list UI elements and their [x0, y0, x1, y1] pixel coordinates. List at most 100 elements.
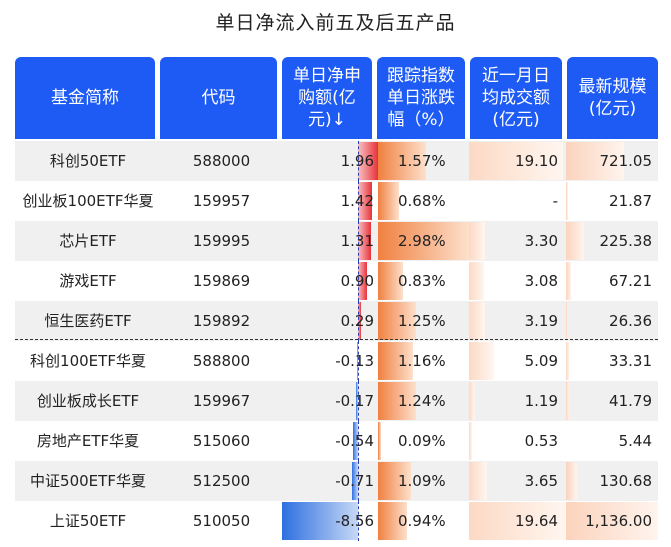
fund-code-cell: 159869: [192, 272, 251, 290]
index-change-cell: 0.68%: [398, 192, 446, 210]
avg-turnover-bar: [469, 142, 564, 180]
table-row: 上证50ETF 510050 -8.56 0.94% 19.64 1,136.00: [15, 501, 658, 541]
fund-code-cell: 515060: [192, 432, 251, 450]
index-change-cell: 0.83%: [398, 272, 446, 290]
latest-size-bar: [566, 462, 577, 500]
index-change-cell: 0.94%: [398, 512, 446, 530]
avg-turnover-bar: [469, 222, 486, 260]
fund-name-cell: 创业板100ETF华夏: [22, 192, 154, 210]
fund-name-cell: 恒生医药ETF: [44, 312, 132, 330]
avg-turnover-cell: 3.30: [524, 232, 558, 250]
latest-size-cell: 721.05: [599, 152, 653, 170]
zero-axis: [358, 381, 359, 421]
table-row: 芯片ETF 159995 1.31 2.98% 3.30 225.38: [15, 221, 658, 261]
net-flow-cell: -0.71: [335, 472, 374, 490]
avg-turnover-bar: [469, 342, 495, 380]
latest-size-cell: 130.68: [599, 472, 653, 490]
index-change-cell: 2.98%: [398, 232, 446, 250]
latest-size-bar: [566, 142, 625, 180]
fund-name-cell: 上证50ETF: [49, 512, 127, 530]
latest-size-bar: [566, 262, 572, 300]
latest-size-cell: 33.31: [609, 352, 652, 370]
latest-size-cell: 225.38: [599, 232, 653, 250]
net-flow-bar: [358, 262, 368, 300]
avg-turnover-bar: [469, 462, 488, 500]
avg-turnover-cell: 5.09: [524, 352, 558, 370]
header-latest-size: 最新规模(亿元): [567, 57, 658, 139]
latest-size-cell: 5.44: [618, 432, 652, 450]
index-change-bar: [378, 462, 412, 500]
index-change-bar: [378, 182, 399, 220]
latest-size-cell: 26.36: [609, 312, 652, 330]
table-title: 单日净流入前五及后五产品: [215, 12, 456, 34]
index-change-cell: 0.09%: [398, 432, 446, 450]
index-change-cell: 1.09%: [398, 472, 446, 490]
header-avg-turnover: 近一月日均成交额(亿元): [470, 57, 562, 139]
fund-code-cell: 588800: [192, 352, 251, 370]
avg-turnover-cell: 3.19: [524, 312, 558, 330]
table-row: 游戏ETF 159869 0.90 0.83% 3.08 67.21: [15, 261, 658, 301]
zero-axis: [358, 341, 359, 381]
fund-name-cell: 科创100ETF华夏: [30, 352, 146, 370]
index-change-bar: [378, 302, 417, 340]
latest-size-bar: [566, 182, 568, 220]
net-flow-bar: [358, 222, 372, 260]
index-change-bar: [378, 222, 469, 260]
net-flow-bar: [356, 382, 358, 420]
latest-size-bar: [566, 342, 569, 380]
fund-code-cell: 588000: [192, 152, 251, 170]
net-flow-bar: [351, 462, 358, 500]
index-change-bar: [378, 142, 426, 180]
latest-size-bar: [566, 382, 570, 420]
latest-size-cell: 21.87: [609, 192, 652, 210]
zero-axis: [358, 261, 359, 301]
avg-turnover-cell: -: [552, 192, 558, 210]
fund-code-cell: 159995: [192, 232, 251, 250]
net-flow-bar: [358, 302, 361, 340]
index-change-cell: 1.57%: [398, 152, 446, 170]
net-flow-cell: -8.56: [335, 512, 374, 530]
table-row: 科创100ETF华夏 588800 -0.13 1.16% 5.09 33.31: [15, 341, 658, 381]
zero-axis: [358, 301, 359, 341]
header-net-flow[interactable]: 单日净申购额(亿元)↓: [282, 57, 372, 139]
avg-turnover-bar: [469, 422, 472, 460]
table-row: 创业板100ETF华夏 159957 1.42 0.68% - 21.87: [15, 181, 658, 221]
net-flow-bar: [282, 502, 358, 540]
avg-turnover-cell: 0.53: [524, 432, 558, 450]
net-flow-cell: 0.90: [340, 272, 374, 290]
index-change-bar: [378, 502, 407, 540]
avg-turnover-bar: [469, 302, 485, 340]
avg-turnover-bar: [469, 262, 485, 300]
fund-name-cell: 游戏ETF: [59, 272, 117, 290]
table-row: 房地产ETF华夏 515060 -0.54 0.09% 0.53 5.44: [15, 421, 658, 461]
latest-size-cell: 41.79: [609, 392, 652, 410]
net-flow-bar: [358, 182, 373, 220]
avg-turnover-cell: 3.65: [524, 472, 558, 490]
latest-size-bar: [566, 302, 569, 340]
latest-size-bar: [566, 222, 585, 260]
index-change-bar: [378, 422, 381, 460]
fund-code-cell: 159892: [192, 312, 251, 330]
net-flow-cell: 1.31: [340, 232, 374, 250]
zero-axis: [358, 421, 359, 461]
index-change-bar: [378, 382, 416, 420]
table-row: 创业板成长ETF 159967 -0.17 1.24% 1.19 41.79: [15, 381, 658, 421]
fund-code-cell: 510050: [192, 512, 251, 530]
index-change-cell: 1.25%: [398, 312, 446, 330]
table-row: 中证500ETF华夏 512500 -0.71 1.09% 3.65 130.68: [15, 461, 658, 501]
table-row: 恒生医药ETF 159892 0.29 1.25% 3.19 26.36: [15, 301, 658, 341]
header-fund-name: 基金简称: [15, 57, 155, 139]
top-bottom-divider: [15, 339, 658, 340]
net-flow-cell: -0.17: [335, 392, 374, 410]
zero-axis: [358, 141, 359, 181]
zero-axis: [358, 501, 359, 541]
index-change-bar: [378, 342, 414, 380]
net-flow-bar: [356, 342, 358, 380]
zero-axis: [358, 221, 359, 261]
header-index-change: 跟踪指数单日涨跌幅（%）: [377, 57, 465, 139]
avg-turnover-bar: [469, 502, 566, 540]
index-change-cell: 1.24%: [398, 392, 446, 410]
net-flow-cell: 1.42: [340, 192, 374, 210]
zero-axis: [358, 181, 359, 221]
latest-size-cell: 67.21: [609, 272, 652, 290]
